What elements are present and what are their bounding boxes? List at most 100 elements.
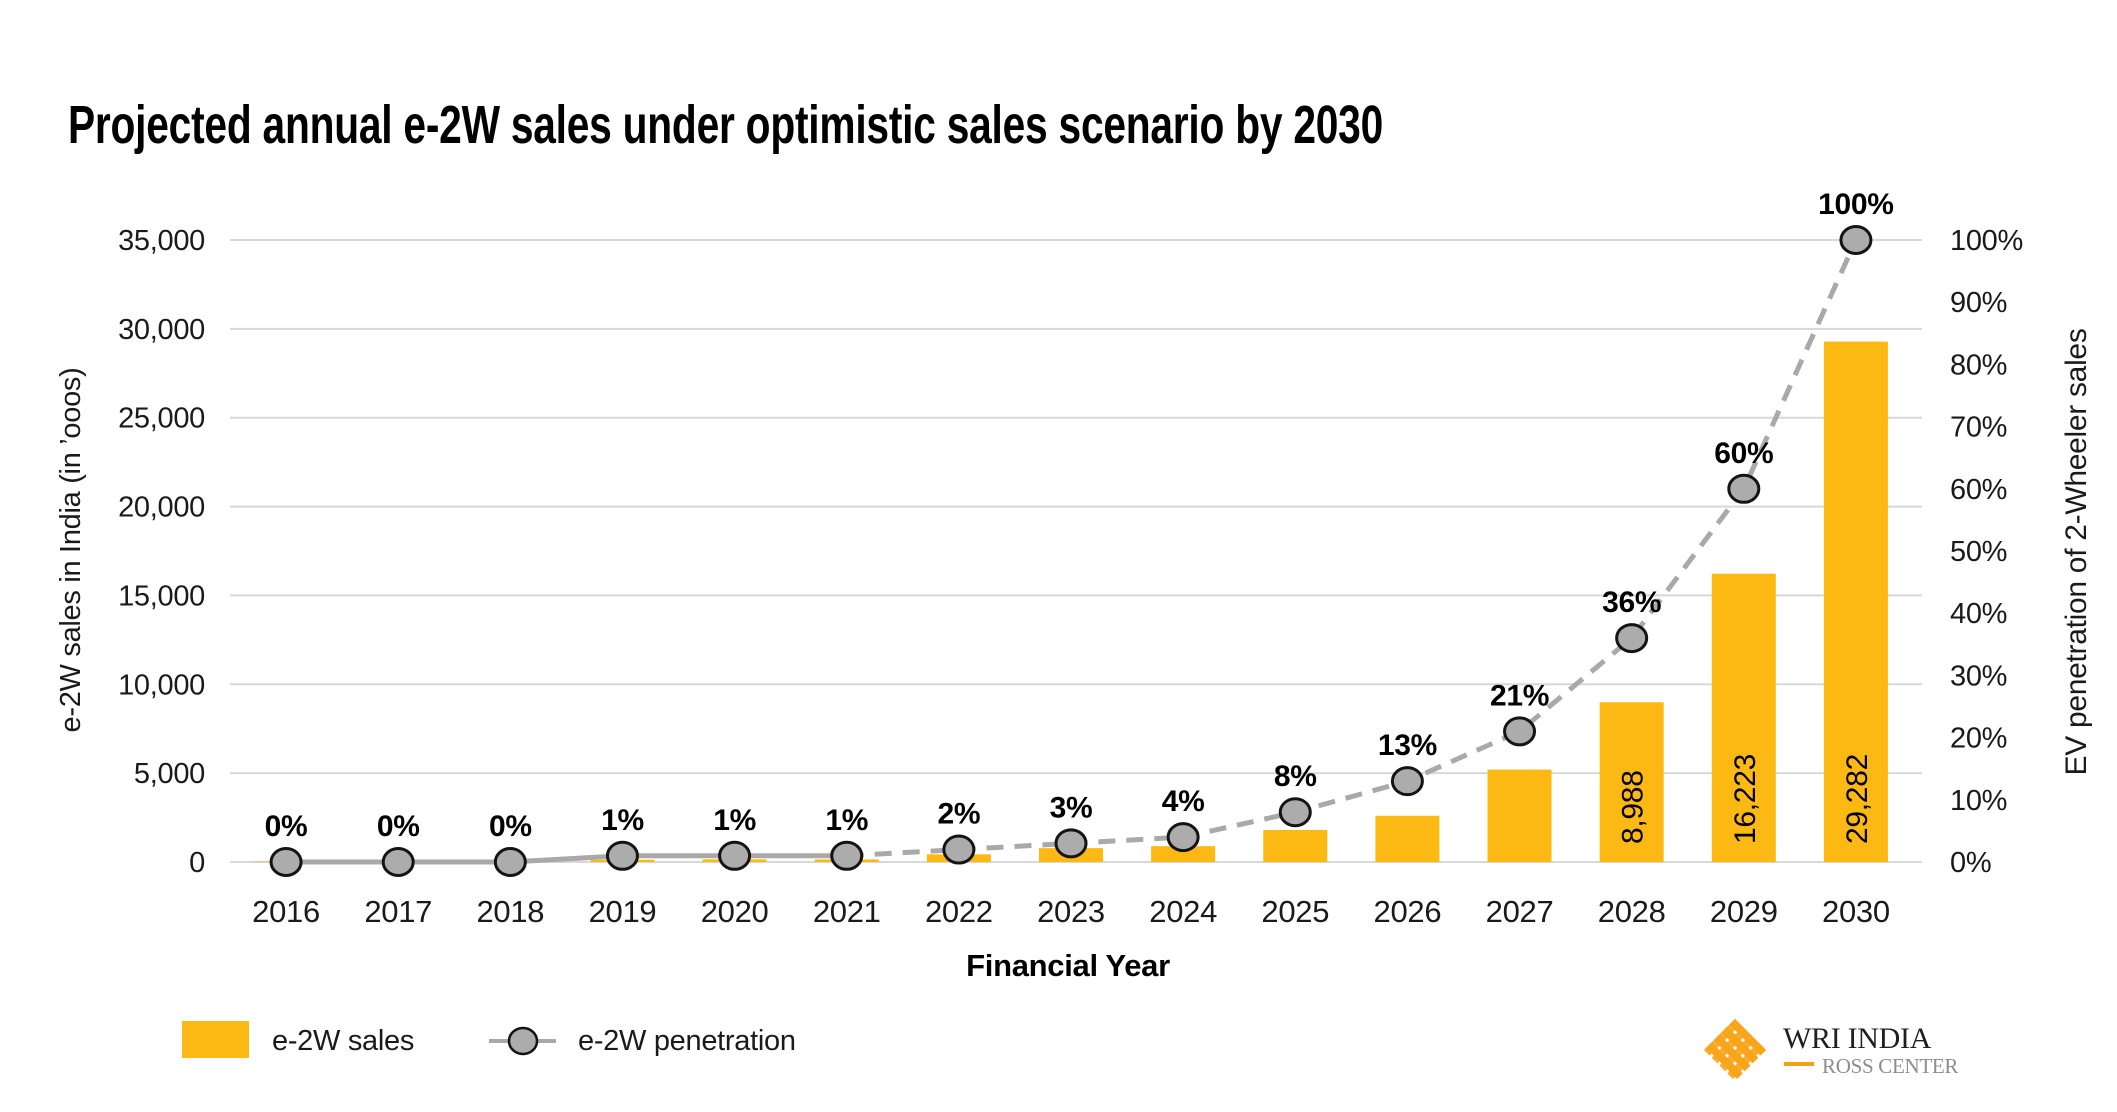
- penetration-label-2026: 13%: [1378, 729, 1437, 762]
- x-tick-2025: 2025: [1261, 894, 1329, 929]
- penetration-marker-2022: [942, 834, 976, 865]
- penetration-label-2017: 0%: [377, 810, 420, 843]
- y-right-tick-0%: 0%: [1950, 847, 1991, 879]
- penetration-line-layer: [286, 238, 1859, 865]
- x-tick-2026: 2026: [1374, 894, 1442, 929]
- bar-2029: [1711, 573, 1776, 862]
- penetration-marker-2030: [1839, 225, 1873, 255]
- y-right-tick-60%: 60%: [1950, 474, 2007, 506]
- y-left-tick-15,000: 15,000: [118, 580, 205, 612]
- y-right-tick-20%: 20%: [1950, 723, 2007, 755]
- y-right-tick-30%: 30%: [1950, 660, 2007, 692]
- penetration-line-solid: [286, 853, 847, 865]
- y-left-tick-30,000: 30,000: [118, 314, 205, 346]
- x-tick-2016: 2016: [252, 894, 320, 929]
- x-axis-year-labels: 2016 2017 2018 2019 2020 2021 2022 2023 2024 2025…: [252, 894, 1890, 929]
- x-tick-2024: 2024: [1149, 894, 1217, 929]
- legend-bar-swatch: [182, 1021, 249, 1058]
- x-tick-2030: 2030: [1822, 894, 1890, 929]
- penetration-label-2027: 21%: [1490, 679, 1549, 712]
- x-axis-title: Financial Year: [966, 948, 1170, 983]
- legend-bar-label: e-2W sales: [272, 1025, 414, 1057]
- penetration-label-2029: 60%: [1714, 437, 1773, 470]
- penetration-label-2019: 1%: [601, 804, 644, 837]
- bars-layer: [254, 341, 1888, 862]
- bar-2027: [1487, 769, 1552, 862]
- x-tick-2023: 2023: [1037, 894, 1105, 929]
- bar-value-label-2030: 29,282: [1841, 754, 1874, 844]
- penetration-label-2025: 8%: [1274, 760, 1317, 793]
- bar-value-label-2029: 16,223: [1729, 754, 1762, 844]
- penetration-marker-2025: [1278, 797, 1312, 828]
- penetration-label-2020: 1%: [713, 804, 756, 837]
- penetration-point-labels: 0% 0% 0% 1% 1% 1% 2% 3% 4% 8% 13% 21% 36% 60% 100%: [265, 188, 1894, 843]
- wri-logo-name: WRI INDIA: [1783, 1022, 1932, 1055]
- penetration-marker-2021: [830, 840, 864, 871]
- penetration-marker-2029: [1727, 473, 1761, 504]
- penetration-marker-2019: [605, 840, 639, 871]
- y-right-tick-40%: 40%: [1950, 598, 2007, 630]
- penetration-label-2023: 3%: [1050, 791, 1093, 824]
- chart-title: Projected annual e-2W sales under optimi…: [68, 95, 1383, 155]
- penetration-marker-2020: [718, 840, 752, 871]
- x-tick-2017: 2017: [364, 894, 432, 929]
- x-tick-2018: 2018: [476, 894, 544, 929]
- wri-logo-dash: [1784, 1062, 1814, 1066]
- right-axis-ticks: 0% 10% 20% 30% 40% 50% 60% 70% 80% 90% 100%: [1950, 225, 2023, 879]
- y-right-tick-100%: 100%: [1950, 225, 2023, 257]
- bar-2028: [1599, 702, 1664, 862]
- x-tick-2019: 2019: [589, 894, 657, 929]
- penetration-marker-2028: [1615, 623, 1649, 654]
- penetration-marker-2027: [1503, 716, 1537, 747]
- penetration-marker-2018: [493, 847, 527, 877]
- x-tick-2028: 2028: [1598, 894, 1666, 929]
- bar-2025: [1263, 830, 1328, 862]
- x-tick-2022: 2022: [925, 894, 993, 929]
- x-tick-2021: 2021: [813, 894, 881, 929]
- y-right-tick-70%: 70%: [1950, 412, 2007, 444]
- penetration-line-dashed: [846, 238, 1859, 859]
- penetration-marker-2024: [1166, 822, 1200, 853]
- y-left-tick-10,000: 10,000: [118, 669, 205, 701]
- bar-value-label-2028: 8,988: [1617, 770, 1650, 844]
- y-left-tick-20,000: 20,000: [118, 492, 205, 524]
- y-right-axis-title: EV penetration of 2-Wheeler sales: [2060, 328, 2093, 775]
- penetration-label-2028: 36%: [1602, 586, 1661, 619]
- y-left-tick-5,000: 5,000: [134, 758, 205, 790]
- penetration-label-2018: 0%: [489, 810, 532, 843]
- y-right-tick-90%: 90%: [1950, 287, 2007, 319]
- penetration-label-2016: 0%: [265, 810, 308, 843]
- y-left-tick-35,000: 35,000: [118, 225, 205, 257]
- bar-2030: [1823, 341, 1888, 862]
- left-axis-ticks: 0 5,000 10,000 15,000 20,000 25,000 30,000 35,0…: [118, 225, 205, 879]
- y-left-axis-title: e-2W sales in India (in ’ooos): [55, 368, 87, 733]
- penetration-label-2024: 4%: [1162, 785, 1205, 818]
- penetration-marker-2026: [1390, 766, 1424, 797]
- penetration-label-2021: 1%: [825, 804, 868, 837]
- legend-line-label: e-2W penetration: [578, 1025, 796, 1057]
- penetration-label-2030: 100%: [1818, 188, 1894, 221]
- y-right-tick-80%: 80%: [1950, 349, 2007, 381]
- legend: e-2W sales e-2W penetration: [182, 1021, 796, 1058]
- wri-logo-subname: ROSS CENTER: [1822, 1054, 1958, 1078]
- y-left-tick-25,000: 25,000: [118, 403, 205, 435]
- penetration-marker-2017: [381, 847, 415, 877]
- legend-marker-icon: [507, 1026, 539, 1056]
- penetration-label-2022: 2%: [937, 798, 980, 831]
- y-right-tick-50%: 50%: [1950, 536, 2007, 568]
- x-tick-2020: 2020: [701, 894, 769, 929]
- bar-2026: [1375, 815, 1440, 862]
- penetration-marker-2016: [269, 847, 303, 877]
- y-left-tick-0: 0: [189, 847, 205, 879]
- x-tick-2029: 2029: [1710, 894, 1778, 929]
- x-tick-2027: 2027: [1486, 894, 1554, 929]
- penetration-markers: [269, 225, 1873, 877]
- bar-2024: [1151, 846, 1216, 862]
- wri-logo: WRI INDIA ROSS CENTER: [1703, 1018, 1959, 1079]
- gridlines-layer: [230, 239, 1922, 863]
- wri-logo-weave-mark-icon: [1703, 1018, 1767, 1079]
- penetration-marker-2023: [1054, 828, 1088, 859]
- bar-value-labels: 8,988 16,223 29,282: [1617, 754, 1874, 844]
- y-right-tick-10%: 10%: [1950, 785, 2007, 817]
